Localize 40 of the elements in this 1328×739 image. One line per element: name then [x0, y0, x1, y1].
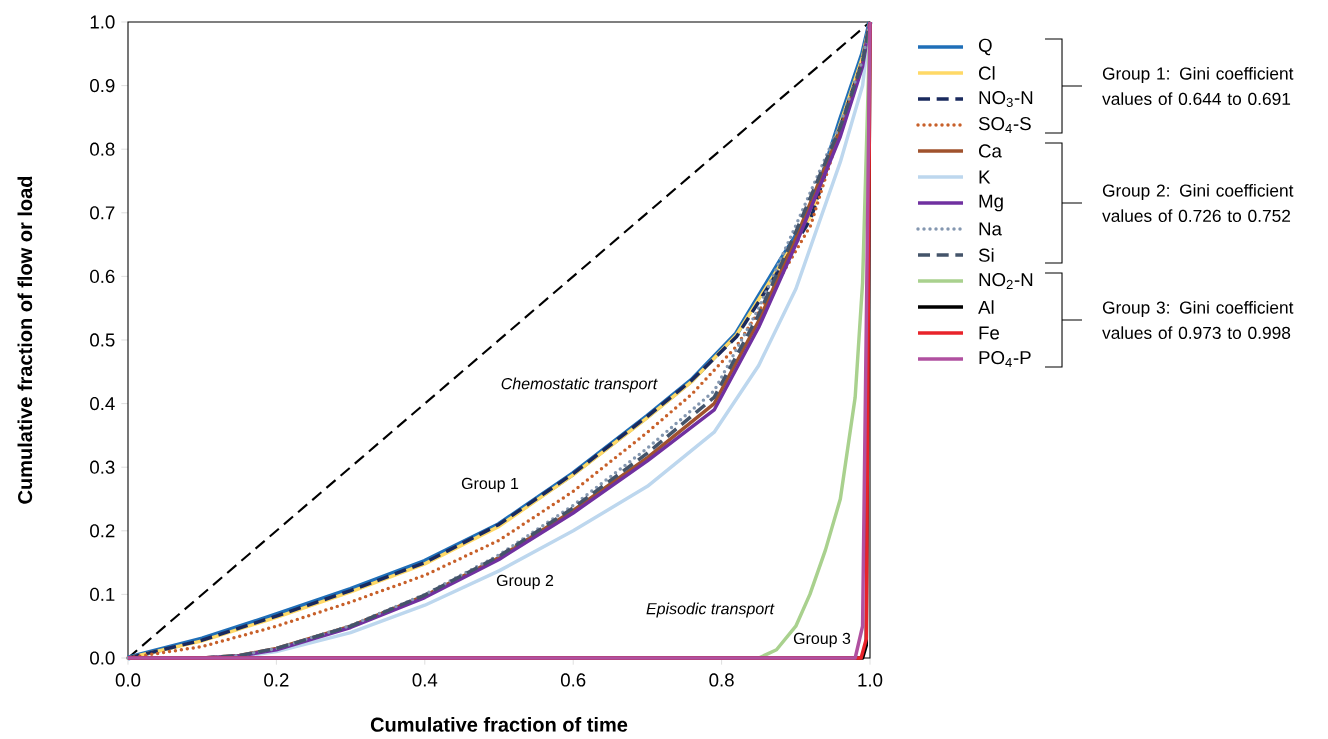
annotation: Chemostatic transport	[501, 377, 658, 393]
annotation: Episodic transport	[646, 602, 775, 618]
legend-label: NO$_{2}$-N	[979, 273, 1033, 289]
y-tick-label: 0.6	[90, 269, 115, 284]
y-tick-label: 0.8	[90, 142, 115, 156]
annotation: Group 2	[496, 574, 554, 590]
annotation: Group 1	[461, 477, 519, 493]
legend-label: Na	[979, 222, 1002, 236]
legend-label: Ca	[979, 144, 1002, 158]
legend-label: Q	[978, 38, 992, 56]
x-tick-label: 0.0	[115, 673, 141, 687]
x-tick-label: 0.4	[412, 673, 438, 687]
x-axis-title: Cumulative fraction of time	[370, 717, 628, 732]
x-tick-label: 1.0	[858, 673, 883, 687]
text: Group 2: Gini coefficient values of 0.726 to 0.752	[1102, 183, 1294, 223]
legend-label: PO$_{4}$-P	[979, 351, 1031, 367]
legend-label: Al	[978, 300, 994, 314]
x-tick-label: 0.8	[709, 673, 734, 687]
legend-label: Fe	[979, 326, 1000, 340]
y-tick-label: 0.1	[90, 587, 115, 602]
text: Group 3: Gini coefficient values of 0.973 to 0.998	[1102, 300, 1294, 340]
legend-label: K	[979, 170, 991, 184]
text: Group 1: Gini coefficient values of 0.644 to 0.691	[1102, 66, 1294, 106]
legend-label: SO$_{4}$-S	[978, 117, 1031, 133]
x-tick-label: 0.6	[560, 673, 586, 687]
y-tick-label: 0.4	[90, 396, 115, 411]
y-tick-label: 0.5	[90, 333, 115, 347]
y-axis-title: Cumulative fraction of flow or load	[17, 176, 33, 504]
legend-label: Mg	[979, 194, 1003, 212]
x-tick-label: 0.2	[264, 673, 289, 687]
legend-label: Si	[978, 248, 994, 262]
y-tick-label: 0.2	[90, 524, 115, 538]
y-tick-label: 1.0	[90, 15, 115, 29]
legend-label: Cl	[979, 66, 995, 80]
y-tick-label: 0.3	[90, 460, 115, 474]
y-tick-label: 0.0	[90, 651, 115, 665]
annotation: Group 3	[793, 632, 851, 648]
y-tick-label: 0.7	[90, 206, 115, 220]
legend-label: NO$_{3}$-N	[979, 90, 1033, 108]
y-tick-label: 0.9	[90, 78, 115, 93]
